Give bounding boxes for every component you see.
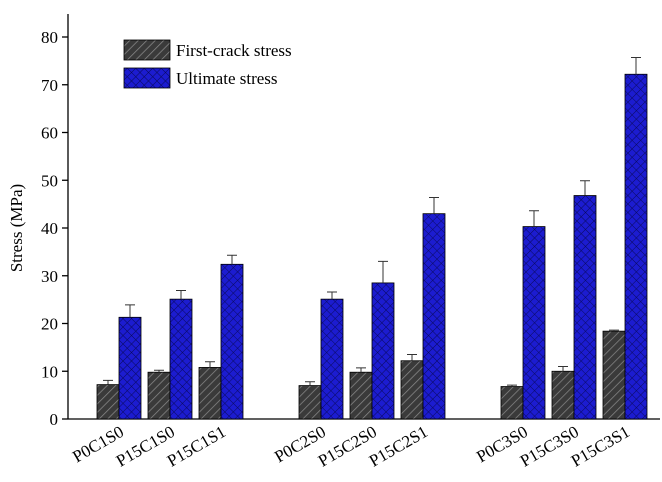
error-bar — [631, 57, 641, 75]
bar — [422, 213, 446, 420]
error-bar — [176, 290, 186, 300]
bar — [522, 226, 546, 420]
legend-swatch — [123, 67, 171, 89]
y-tick-label: 30 — [41, 267, 58, 286]
error-bar — [125, 304, 135, 318]
error-bar — [529, 210, 539, 227]
bar — [602, 330, 626, 420]
y-axis-label: Stress (MPa) — [7, 184, 26, 272]
bar — [147, 371, 171, 420]
bar — [500, 386, 524, 420]
bar — [400, 360, 424, 420]
y-tick-label: 70 — [41, 76, 58, 95]
bar — [624, 73, 648, 420]
error-bar — [558, 365, 568, 372]
error-bar — [103, 379, 113, 385]
error-bar — [305, 381, 315, 386]
y-tick-label: 0 — [50, 410, 59, 429]
bar — [198, 367, 222, 420]
error-bar — [507, 384, 517, 387]
bar — [371, 282, 395, 420]
bar — [320, 298, 344, 420]
error-bar — [227, 254, 237, 265]
error-bar — [205, 361, 215, 368]
y-tick-label: 40 — [41, 219, 58, 238]
bar — [573, 195, 597, 420]
bar — [220, 263, 244, 420]
legend-label: First-crack stress — [176, 41, 292, 60]
y-tick-label: 80 — [41, 28, 58, 47]
x-tick-label: P15C2S1 — [366, 422, 431, 471]
y-tick-label: 20 — [41, 315, 58, 334]
legend-label: Ultimate stress — [176, 69, 278, 88]
error-bar — [356, 367, 366, 373]
bar — [169, 298, 193, 420]
x-tick-label: P15C1S1 — [164, 422, 229, 471]
bar — [349, 371, 373, 420]
error-bar — [378, 260, 388, 283]
bar — [298, 385, 322, 420]
error-bar — [407, 354, 417, 361]
error-bar — [609, 329, 619, 332]
y-tick-label: 10 — [41, 362, 58, 381]
y-tick-label: 50 — [41, 171, 58, 190]
bar — [118, 316, 142, 420]
bar — [96, 384, 120, 420]
bar — [551, 370, 575, 420]
legend-swatch — [123, 39, 171, 61]
error-bar — [429, 196, 439, 214]
error-bar — [154, 369, 164, 373]
error-bar — [327, 291, 337, 300]
x-tick-label: P15C3S1 — [568, 422, 633, 471]
error-bar — [580, 180, 590, 196]
y-tick-label: 60 — [41, 124, 58, 143]
